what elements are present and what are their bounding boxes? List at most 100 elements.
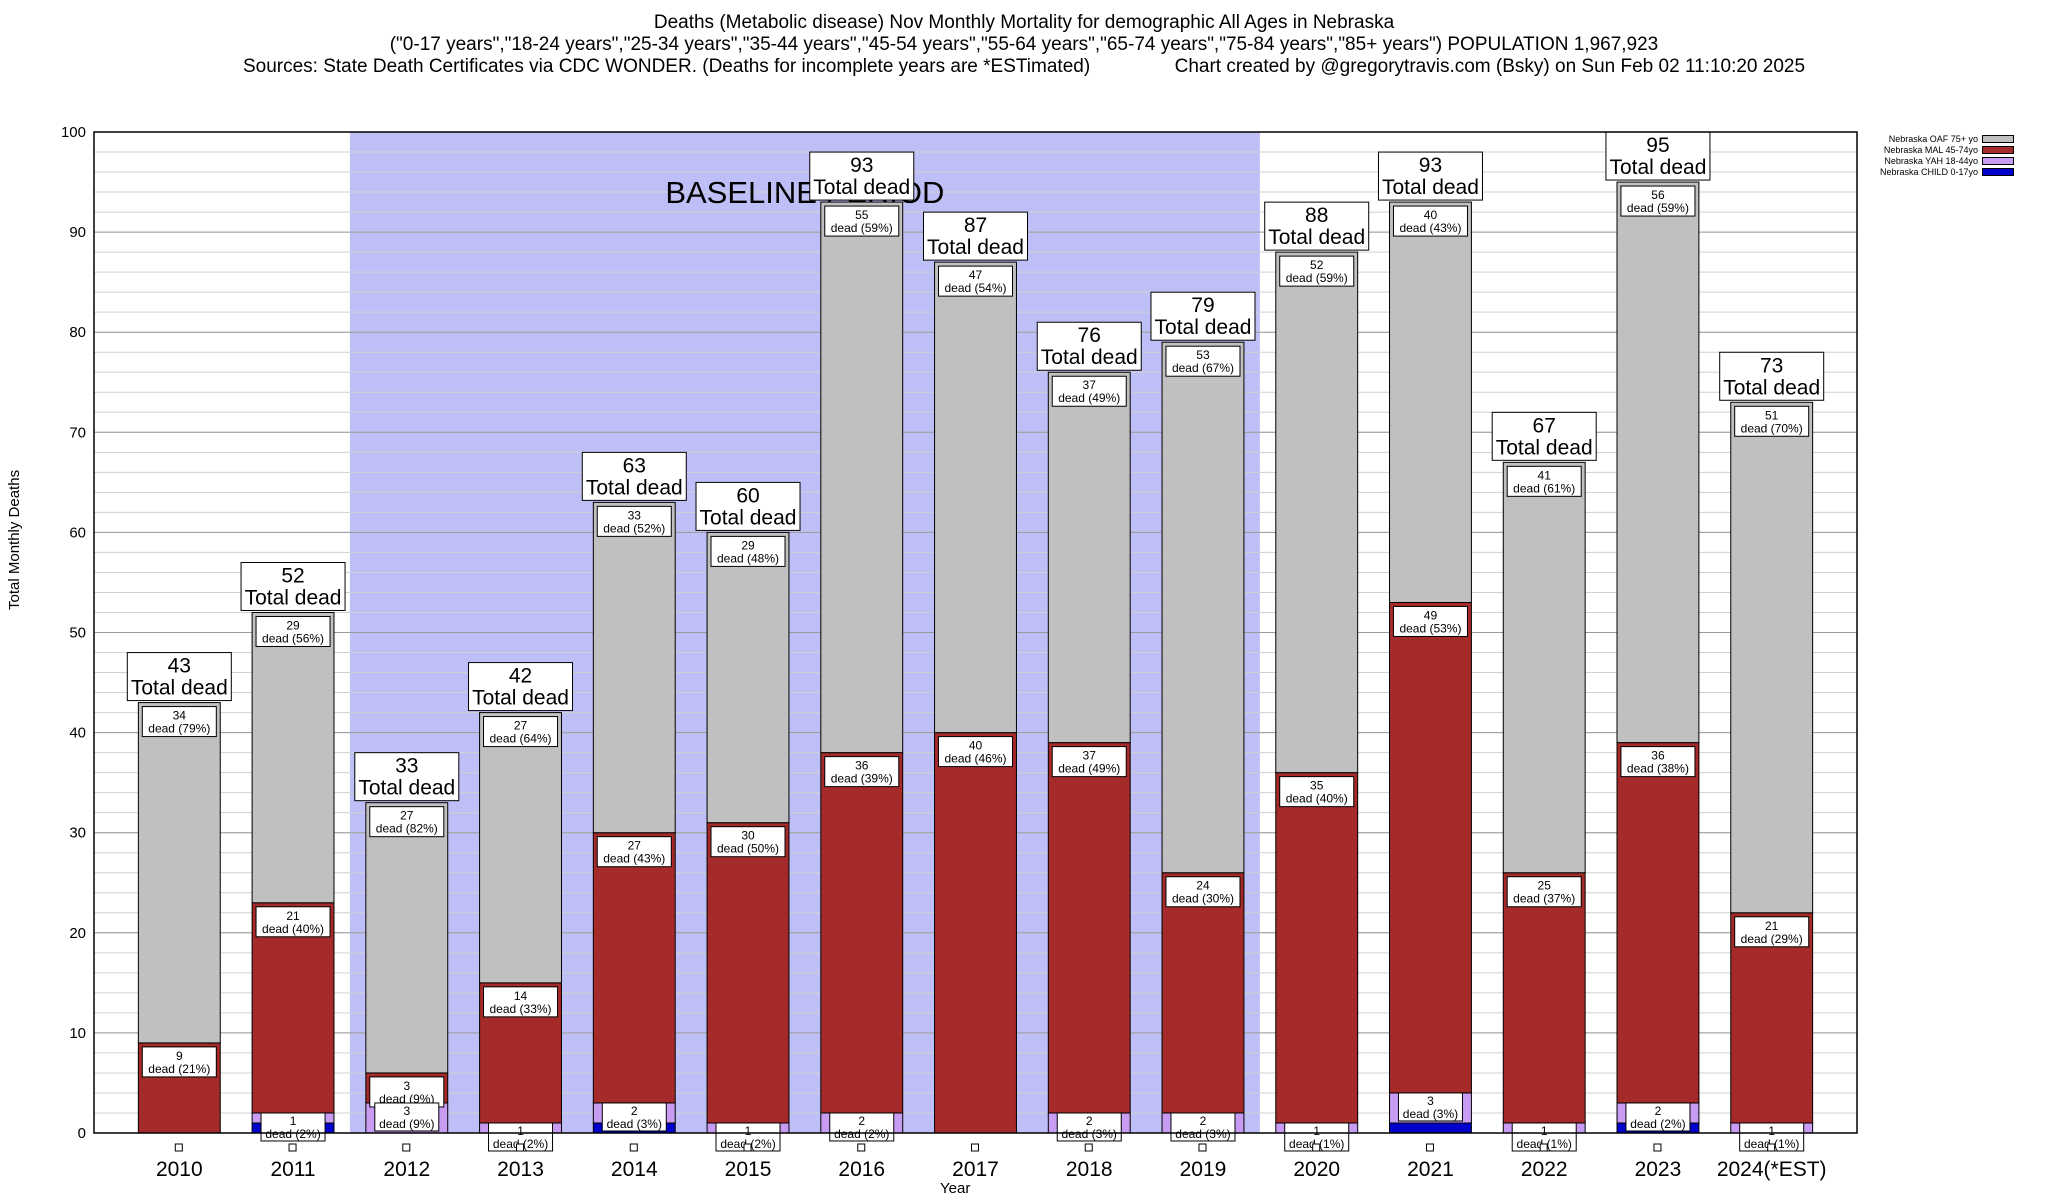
total-label-text: Total dead <box>131 677 228 700</box>
segment-label-count: 30 <box>741 829 755 843</box>
bar-segment <box>1047 371 1131 744</box>
total-label-box <box>809 151 915 201</box>
bar-segment <box>1502 461 1586 874</box>
bar-segment <box>1275 251 1359 774</box>
small-segment-label-count: 1 <box>1768 1124 1775 1138</box>
total-label-box <box>1264 201 1370 251</box>
segment-label-box <box>596 505 672 537</box>
segment-label-percent: dead (59%) <box>1286 271 1348 285</box>
x-tick-label: 2022 <box>1521 1158 1568 1181</box>
segment-label-percent: dead (79%) <box>148 722 210 736</box>
segment-label-percent: dead (21%) <box>148 1062 210 1076</box>
segment-label-percent: dead (52%) <box>603 521 665 535</box>
y-tick-label: 40 <box>69 725 86 742</box>
bar-segment <box>1161 872 1245 1114</box>
segment-label-percent: dead (49%) <box>1058 391 1120 405</box>
total-label-count: 76 <box>1078 324 1101 347</box>
x-tick-label: 2013 <box>497 1158 544 1181</box>
bar-segment <box>1389 1122 1472 1134</box>
segment-label-count: 21 <box>1765 919 1779 933</box>
segment-label-count: 25 <box>1538 879 1552 893</box>
segment-label-box <box>1734 405 1810 437</box>
total-label-text: Total dead <box>1041 346 1138 369</box>
plot-border <box>93 131 1858 1134</box>
bar-segment <box>934 732 1017 1134</box>
zero-marker <box>1653 1143 1662 1152</box>
total-label-box <box>1036 321 1142 371</box>
x-tick-label: 2014 <box>611 1158 658 1181</box>
small-segment-label-box <box>1056 1112 1122 1142</box>
segment-label-box <box>824 756 900 788</box>
segment-label-box <box>596 836 672 868</box>
segment-label-box <box>1165 876 1241 908</box>
total-label-count: 73 <box>1760 354 1783 377</box>
segment-label-percent: dead (56%) <box>262 631 324 645</box>
segment-label-percent: dead (49%) <box>1058 762 1120 776</box>
total-label-text: Total dead <box>1609 156 1706 179</box>
total-label-box <box>1377 151 1483 201</box>
small-segment-label-percent: dead (3%) <box>1403 1107 1458 1121</box>
segment-label-percent: dead (37%) <box>1513 892 1575 906</box>
legend-swatch <box>1982 145 2015 154</box>
segment-label-box <box>1279 255 1355 287</box>
x-tick-label: 2023 <box>1635 1158 1682 1181</box>
segment-label-count: 27 <box>514 719 528 733</box>
total-label-box <box>1605 131 1711 181</box>
segment-label-box <box>938 265 1013 297</box>
segment-label-box <box>710 826 786 858</box>
bar-segment <box>706 531 790 824</box>
segment-label-box <box>1734 916 1810 948</box>
zero-marker <box>1312 1143 1321 1152</box>
bar-segment <box>1389 201 1472 603</box>
segment-label-box <box>938 736 1013 768</box>
total-label-count: 52 <box>281 564 304 587</box>
segment-label-box <box>255 906 331 938</box>
x-tick-label: 2015 <box>725 1158 772 1181</box>
x-tick-label: 2024(*EST) <box>1717 1158 1827 1181</box>
segment-label-box <box>824 205 900 237</box>
x-tick-label: 2016 <box>838 1158 885 1181</box>
y-tick-label: 10 <box>69 1025 86 1042</box>
small-segment-label-percent: dead (2%) <box>1630 1117 1685 1131</box>
segment-label-percent: dead (67%) <box>1172 361 1234 375</box>
bar-segment <box>1730 401 1814 914</box>
zero-marker <box>1425 1143 1434 1152</box>
legend-label: Nebraska YAH 18-44yo <box>1884 155 1979 166</box>
small-segment-label-box <box>829 1112 895 1142</box>
segment-label-box <box>1392 605 1468 637</box>
bar-segment <box>934 261 1017 734</box>
segment-label-box <box>369 806 445 838</box>
zero-marker <box>857 1143 866 1152</box>
segment-label-percent: dead (70%) <box>1741 421 1803 435</box>
segment-label-percent: dead (39%) <box>831 772 893 786</box>
zero-marker <box>971 1143 979 1152</box>
segment-label-box <box>1165 345 1241 377</box>
bar-segment <box>1502 872 1586 1124</box>
small-segment-label-box <box>1397 1092 1463 1122</box>
small-segment-label-count: 1 <box>1541 1124 1548 1138</box>
legend-item: Nebraska MAL 45-74yo <box>1880 144 2015 155</box>
y-tick-label: 0 <box>78 1125 86 1142</box>
total-label-text: Total dead <box>1155 316 1252 339</box>
segment-label-count: 35 <box>1310 779 1324 793</box>
y-tick-label: 30 <box>69 825 86 842</box>
segment-label-count: 52 <box>1310 258 1324 272</box>
y-tick-label: 60 <box>69 524 86 541</box>
segment-label-percent: dead (9%) <box>379 1092 434 1106</box>
x-tick-label: 2017 <box>952 1158 999 1181</box>
segment-label-count: 40 <box>1424 208 1438 222</box>
x-tick-label: 2010 <box>156 1158 203 1181</box>
segment-label-box <box>141 706 217 738</box>
zero-marker <box>288 1143 297 1152</box>
segment-label-count: 3 <box>403 1079 410 1093</box>
total-label-count: 63 <box>623 454 646 477</box>
segment-label-count: 53 <box>1196 348 1210 362</box>
segment-label-count: 21 <box>286 909 300 923</box>
segment-label-count: 55 <box>855 208 869 222</box>
legend-item: Nebraska OAF 75+ yo <box>1880 133 2015 144</box>
total-label-count: 95 <box>1646 134 1669 157</box>
bar-segment <box>1275 772 1359 1124</box>
segment-label-box <box>1506 465 1582 497</box>
legend-swatch <box>1982 156 2015 165</box>
segment-label-count: 51 <box>1765 408 1779 422</box>
